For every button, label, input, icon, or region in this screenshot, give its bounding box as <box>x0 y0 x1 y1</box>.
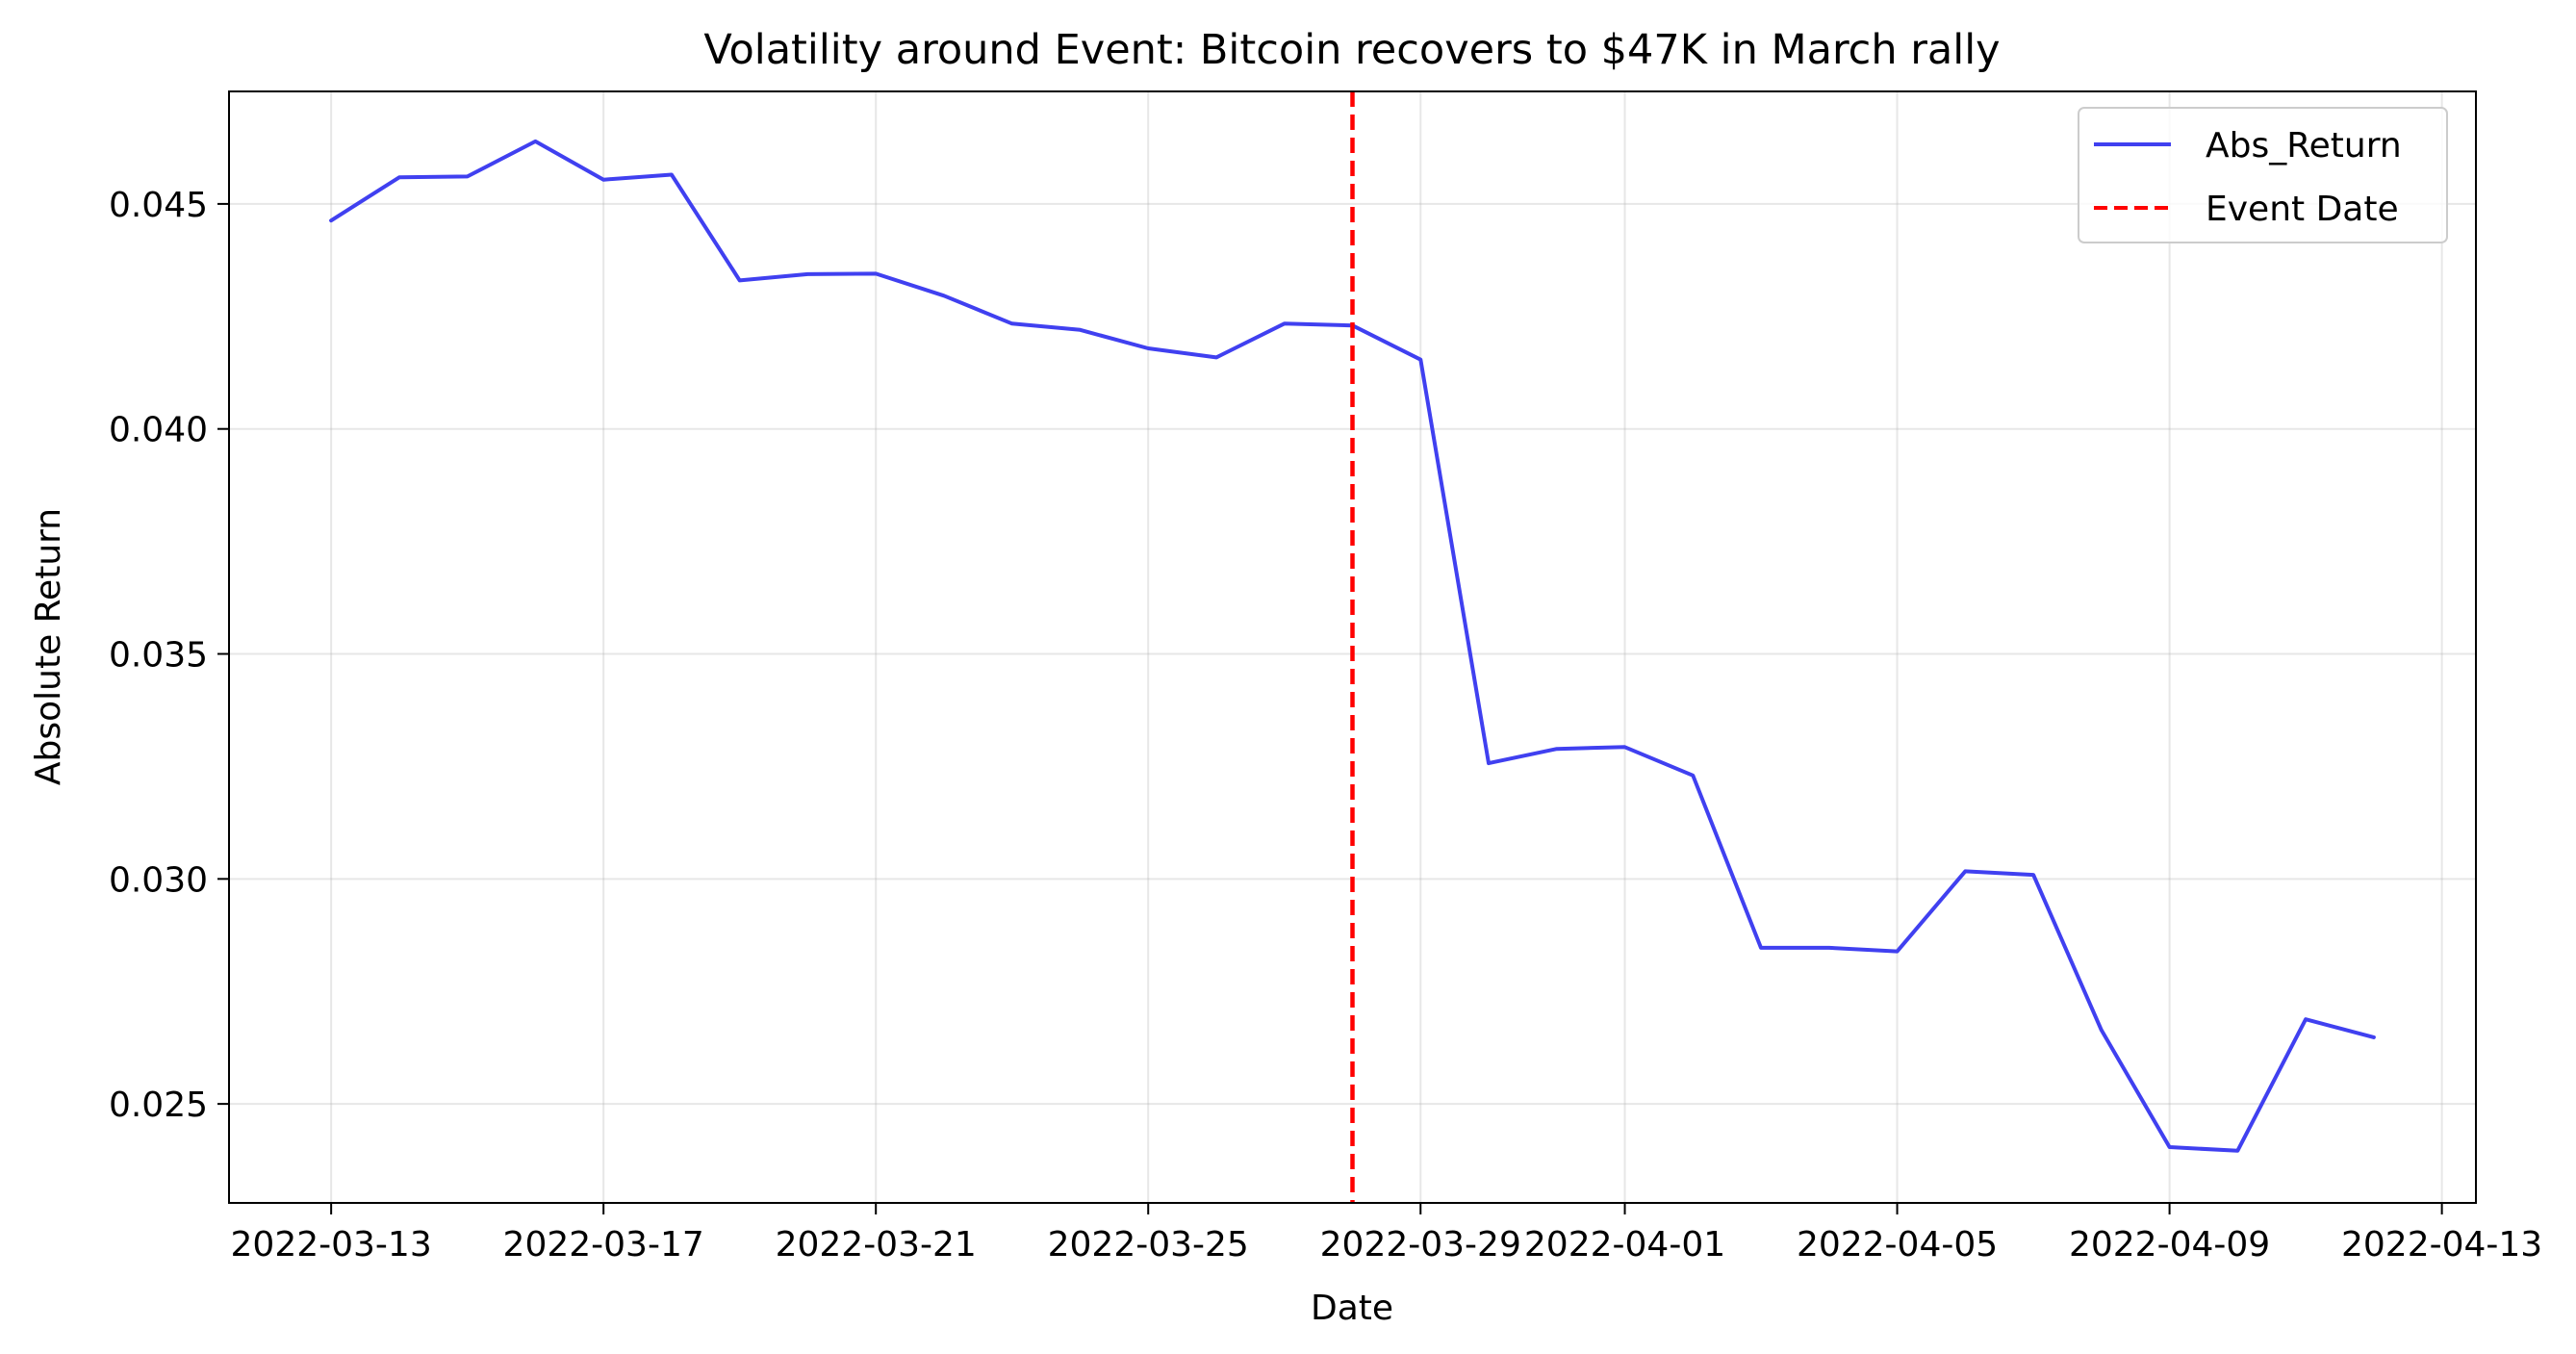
x-tick-label: 2022-03-13 <box>231 1225 432 1265</box>
legend-label-event-date: Event Date <box>2206 190 2399 229</box>
legend: Abs_Return Event Date <box>2078 107 2448 243</box>
y-axis-label: Absolute Return <box>29 508 68 785</box>
y-tick-label: 0.040 <box>109 411 208 450</box>
y-tick-label: 0.030 <box>109 860 208 900</box>
y-tick-label: 0.025 <box>109 1086 208 1125</box>
x-tick-label: 2022-03-25 <box>1048 1225 1249 1265</box>
legend-box <box>2078 107 2448 243</box>
x-axis-label: Date <box>1311 1289 1393 1328</box>
x-tick-label: 2022-04-13 <box>2341 1225 2542 1265</box>
plot-area-frame <box>228 90 2477 1204</box>
x-tick-label: 2022-04-09 <box>2069 1225 2270 1265</box>
x-tick-label: 2022-03-17 <box>503 1225 704 1265</box>
y-tick-label: 0.035 <box>109 636 208 676</box>
legend-label-abs-return: Abs_Return <box>2206 126 2402 166</box>
y-tick-label: 0.045 <box>109 186 208 225</box>
x-tick-label: 2022-03-21 <box>776 1225 977 1265</box>
x-tick-label: 2022-03-29 <box>1320 1225 1521 1265</box>
x-tick-label: 2022-04-05 <box>1797 1225 1998 1265</box>
x-axis-ticks: 2022-03-13 2022-03-17 2022-03-21 2022-03-25… <box>231 1203 2542 1265</box>
chart-title: Volatility around Event: Bitcoin recover… <box>703 26 2000 74</box>
x-tick-label: 2022-04-01 <box>1524 1225 1725 1265</box>
y-axis-ticks: 0.025 0.030 0.035 0.040 0.045 <box>109 186 229 1125</box>
